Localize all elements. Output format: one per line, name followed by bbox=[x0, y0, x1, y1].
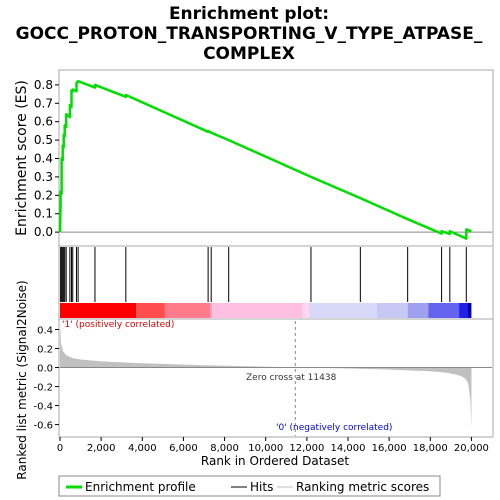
x-tick-label: 20,000 bbox=[454, 443, 489, 454]
es-y-axis-label: Enrichment score (ES) bbox=[14, 80, 30, 236]
chart-title-line-2: GOCC_PROTON_TRANSPORTING_V_TYPE_ATPASE_ bbox=[16, 24, 483, 44]
es-y-tick-label: 0.7 bbox=[34, 96, 53, 110]
es-y-tick-label: 0.1 bbox=[34, 207, 53, 221]
gradient-segment bbox=[136, 303, 165, 318]
x-tick-label: 12,000 bbox=[289, 443, 324, 454]
legend-label-enrichment-profile: Enrichment profile bbox=[85, 480, 196, 494]
legend: Enrichment profile Hits Ranking metric s… bbox=[58, 475, 441, 497]
gradient-segment bbox=[467, 303, 472, 318]
chart-title-line-1: Enrichment plot: bbox=[169, 4, 329, 24]
gradient-segment bbox=[308, 303, 377, 318]
es-y-tick-label: 0.2 bbox=[34, 188, 53, 202]
metric-y-tick-label: 0.4 bbox=[37, 326, 53, 337]
gradient-segment bbox=[459, 303, 468, 318]
legend-label-ranking-metric: Ranking metric scores bbox=[296, 480, 429, 494]
es-y-tick-label: 0.5 bbox=[34, 133, 53, 147]
x-tick-label: 4,000 bbox=[128, 443, 157, 454]
x-tick-label: 14,000 bbox=[331, 443, 366, 454]
metric-y-tick-label: -0.4 bbox=[33, 402, 53, 413]
gradient-segment bbox=[376, 303, 408, 318]
gradient-segment bbox=[210, 303, 213, 318]
ranked-metric-panel-frame bbox=[58, 318, 494, 438]
x-tick-label: 18,000 bbox=[413, 443, 448, 454]
es-y-tick-label: 0.3 bbox=[34, 170, 53, 184]
es-y-tick-label: 0.6 bbox=[34, 115, 53, 129]
es-y-tick-label: 0.4 bbox=[34, 152, 53, 166]
gradient-segment bbox=[164, 303, 211, 318]
metric-y-tick-label: -0.6 bbox=[33, 421, 53, 432]
legend-box bbox=[58, 475, 441, 497]
enrichment-panel-frame bbox=[58, 69, 494, 247]
gradient-segment bbox=[60, 303, 137, 318]
metric-y-tick-label: 0.2 bbox=[37, 345, 53, 356]
es-y-tick-label: 0.0 bbox=[34, 225, 53, 239]
chart-title-line-3: COMPLEX bbox=[203, 44, 295, 64]
x-tick-label: 10,000 bbox=[248, 443, 283, 454]
enrichment-profile-line bbox=[58, 79, 472, 240]
negative-correlation-label: '0' (negatively correlated) bbox=[276, 423, 392, 433]
positive-correlation-label: '1' (positively correlated) bbox=[62, 320, 174, 330]
gradient-segment bbox=[407, 303, 429, 318]
x-tick-label: 8,000 bbox=[210, 443, 239, 454]
x-tick-label: 16,000 bbox=[372, 443, 407, 454]
x-tick-label: 0 bbox=[57, 443, 63, 454]
es-y-tick-label: 0.8 bbox=[34, 78, 53, 92]
gradient-segment bbox=[212, 303, 303, 318]
zero-cross-label: Zero cross at 11438 bbox=[246, 373, 337, 383]
gradient-segment bbox=[302, 303, 309, 318]
gradient-segment bbox=[428, 303, 460, 318]
metric-y-tick-label: 0.0 bbox=[37, 364, 53, 375]
metric-y-axis-label: Ranked list metric (Signal2Noise) bbox=[15, 280, 29, 479]
x-tick-label: 6,000 bbox=[169, 443, 198, 454]
x-axis-label: Rank in Ordered Dataset bbox=[201, 454, 349, 468]
x-tick-label: 2,000 bbox=[87, 443, 116, 454]
metric-y-tick-label: -0.2 bbox=[33, 383, 53, 394]
legend-label-hits: Hits bbox=[250, 480, 273, 494]
